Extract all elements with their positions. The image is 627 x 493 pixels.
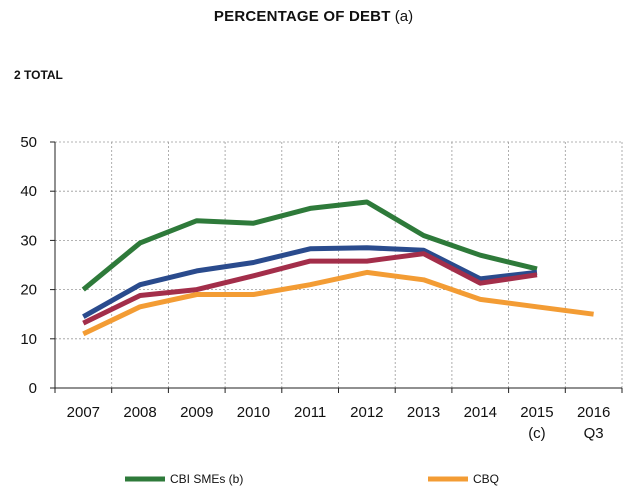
x-tick-label: 2015 <box>520 404 553 421</box>
y-tick-label: 50 <box>20 134 37 151</box>
chart-title-main: PERCENTAGE OF DEBT <box>213 8 391 25</box>
series-lines <box>81 199 594 337</box>
legend-label: CBQ <box>473 472 499 486</box>
grid-lines <box>55 141 623 388</box>
chart-subtitle: 2 TOTAL <box>14 68 63 82</box>
x-tick-label: 2011 <box>294 404 326 421</box>
y-tick-label: 0 <box>29 380 37 397</box>
series-line-4 <box>82 269 594 337</box>
y-tick-label: 10 <box>20 331 37 348</box>
x-tick-label: 2013 <box>407 404 440 421</box>
x-tick-label: 2014 <box>464 404 497 421</box>
chart-title-suffix: (a) <box>394 8 414 25</box>
legend: CBI SMEs (b) CBQ <box>125 472 499 486</box>
series-line-1 <box>81 199 538 292</box>
x-axis-ticks: 2007 2008 2009 2010 2011 2012 2013 2014 2015 (c) 2… <box>67 404 611 442</box>
series-line-3 <box>82 251 538 326</box>
y-tick-label: 30 <box>20 232 37 249</box>
y-tick-label: 40 <box>20 183 37 200</box>
x-tick-label: 2007 <box>67 404 100 421</box>
x-tick-label: 2012 <box>350 404 383 421</box>
legend-label: CBI SMEs (b) <box>170 472 243 486</box>
x-tick-label: 2009 <box>180 404 213 421</box>
series-line-2 <box>82 245 538 319</box>
x-tick-sublabel: Q3 <box>584 425 604 442</box>
y-axis-ticks: 0 10 20 30 40 50 <box>20 134 37 397</box>
x-tick-label: 2008 <box>123 404 156 421</box>
y-tick-label: 20 <box>20 282 37 299</box>
axes <box>50 141 623 393</box>
x-tick-label: 2016 <box>577 404 610 421</box>
x-tick-label: 2010 <box>237 404 270 421</box>
x-tick-sublabel: (c) <box>528 425 546 442</box>
chart-title: PERCENTAGE OF DEBT (a) <box>0 8 627 25</box>
